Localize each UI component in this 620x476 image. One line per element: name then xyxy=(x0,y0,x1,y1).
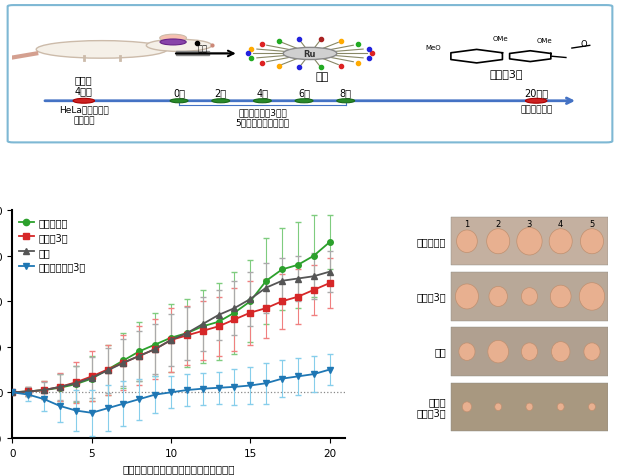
Text: 4日: 4日 xyxy=(257,88,268,98)
Ellipse shape xyxy=(495,403,502,411)
X-axis label: 静脈注射による治療を行ってからの日数: 静脈注射による治療を行ってからの日数 xyxy=(123,463,235,473)
Ellipse shape xyxy=(521,343,538,361)
Ellipse shape xyxy=(551,286,571,308)
FancyBboxPatch shape xyxy=(451,383,608,431)
Legend: 生理食塩水, 原料（3）, 触媒, 触媒＋原料（3）: 生理食塩水, 原料（3）, 触媒, 触媒＋原料（3） xyxy=(17,216,88,274)
Text: 触媒＋
原料（3）: 触媒＋ 原料（3） xyxy=(417,396,446,418)
Ellipse shape xyxy=(549,229,572,254)
Text: 触媒や原料（3）を
5回に分けて静脈注射: 触媒や原料（3）を 5回に分けて静脈注射 xyxy=(236,108,290,127)
Ellipse shape xyxy=(489,287,507,307)
Text: 原料（3）: 原料（3） xyxy=(490,69,523,79)
Text: OMe: OMe xyxy=(536,38,552,43)
Text: マウスを剖検: マウスを剖検 xyxy=(520,106,552,115)
Ellipse shape xyxy=(160,35,187,42)
Ellipse shape xyxy=(526,403,533,411)
FancyBboxPatch shape xyxy=(451,218,608,266)
Circle shape xyxy=(73,99,94,104)
Text: O: O xyxy=(580,40,587,50)
Ellipse shape xyxy=(551,342,570,362)
Text: 6日: 6日 xyxy=(298,88,310,98)
Text: 生理食塩水: 生理食塩水 xyxy=(417,237,446,247)
Text: 2: 2 xyxy=(495,220,501,229)
Ellipse shape xyxy=(36,41,167,59)
Text: HeLaがん細胞を
皮下注射: HeLaがん細胞を 皮下注射 xyxy=(59,106,108,125)
Ellipse shape xyxy=(456,284,479,309)
Ellipse shape xyxy=(588,403,595,411)
Circle shape xyxy=(170,99,188,104)
Ellipse shape xyxy=(584,343,600,361)
Ellipse shape xyxy=(580,229,603,254)
Text: 2日: 2日 xyxy=(215,88,227,98)
Text: OMe: OMe xyxy=(493,36,508,42)
Text: 触媒: 触媒 xyxy=(316,72,329,82)
Text: 触媒: 触媒 xyxy=(435,347,446,357)
Ellipse shape xyxy=(487,229,510,254)
Ellipse shape xyxy=(521,288,538,306)
Ellipse shape xyxy=(488,341,508,363)
Text: 4: 4 xyxy=(558,220,564,229)
Text: 5: 5 xyxy=(590,220,595,229)
Text: 1: 1 xyxy=(464,220,469,229)
Ellipse shape xyxy=(146,40,212,52)
FancyBboxPatch shape xyxy=(451,328,608,376)
Circle shape xyxy=(295,99,313,104)
Circle shape xyxy=(526,99,547,104)
Ellipse shape xyxy=(456,230,477,253)
Ellipse shape xyxy=(557,403,564,411)
Text: 3: 3 xyxy=(527,220,532,229)
Circle shape xyxy=(283,48,337,60)
Circle shape xyxy=(337,99,355,104)
Circle shape xyxy=(212,99,229,104)
Text: 8日: 8日 xyxy=(340,88,352,98)
Ellipse shape xyxy=(579,283,604,310)
Ellipse shape xyxy=(463,402,472,412)
Circle shape xyxy=(254,99,272,104)
FancyBboxPatch shape xyxy=(451,273,608,321)
Text: 原料（3）: 原料（3） xyxy=(417,292,446,302)
Text: 0日: 0日 xyxy=(173,88,185,98)
Polygon shape xyxy=(176,52,209,56)
Text: 治療の
4日前: 治療の 4日前 xyxy=(75,75,93,96)
Text: がん: がん xyxy=(198,44,208,53)
Text: Ru: Ru xyxy=(304,50,316,59)
FancyBboxPatch shape xyxy=(7,6,613,143)
Ellipse shape xyxy=(516,228,542,256)
Text: MeO: MeO xyxy=(425,45,441,50)
Circle shape xyxy=(160,40,186,46)
Text: 20日後: 20日後 xyxy=(524,88,548,98)
Ellipse shape xyxy=(459,343,475,361)
